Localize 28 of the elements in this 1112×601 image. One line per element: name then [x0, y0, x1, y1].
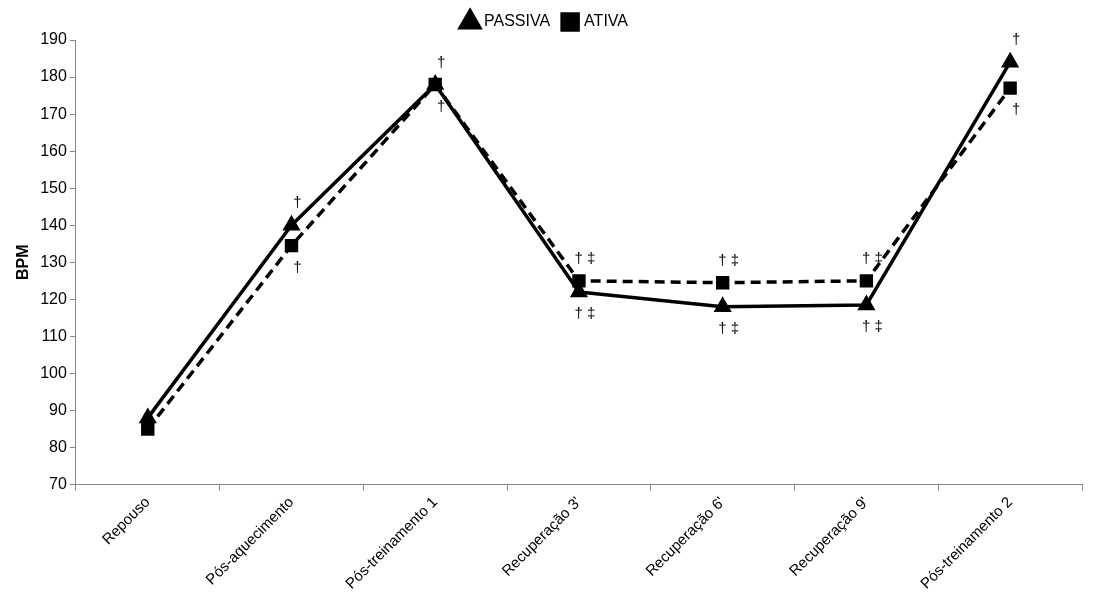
- annotation: † ‡: [861, 248, 883, 266]
- y-tick-label: 190: [40, 30, 67, 48]
- annotation: †: [1011, 30, 1021, 48]
- annotation: †: [293, 193, 302, 211]
- y-tick-label: 140: [40, 215, 67, 233]
- annotation: † ‡: [718, 318, 740, 336]
- annotation: †: [437, 52, 446, 70]
- y-axis-title: BPM: [14, 244, 32, 281]
- y-tick-label: 180: [40, 67, 67, 85]
- legend-label: PASSIVA: [484, 12, 551, 30]
- y-tick-label: 90: [49, 400, 67, 418]
- legend-label: ATIVA: [584, 12, 629, 30]
- annotation: †: [1011, 100, 1021, 118]
- y-tick-label: 110: [41, 326, 67, 344]
- annotation: † ‡: [718, 250, 740, 268]
- y-tick-label: 130: [40, 252, 67, 270]
- annotation: † ‡: [861, 317, 883, 335]
- y-tick-label: 160: [40, 141, 67, 159]
- y-tick-label: 100: [40, 363, 67, 381]
- annotation: †: [437, 96, 446, 114]
- annotation: † ‡: [574, 304, 596, 322]
- y-tick-label: 120: [40, 289, 67, 307]
- annotation: † ‡: [574, 248, 596, 266]
- y-tick-label: 150: [40, 178, 67, 196]
- annotation: †: [293, 257, 302, 275]
- y-tick-label: 70: [49, 475, 67, 493]
- y-tick-label: 80: [49, 437, 67, 455]
- y-tick-label: 170: [40, 104, 67, 122]
